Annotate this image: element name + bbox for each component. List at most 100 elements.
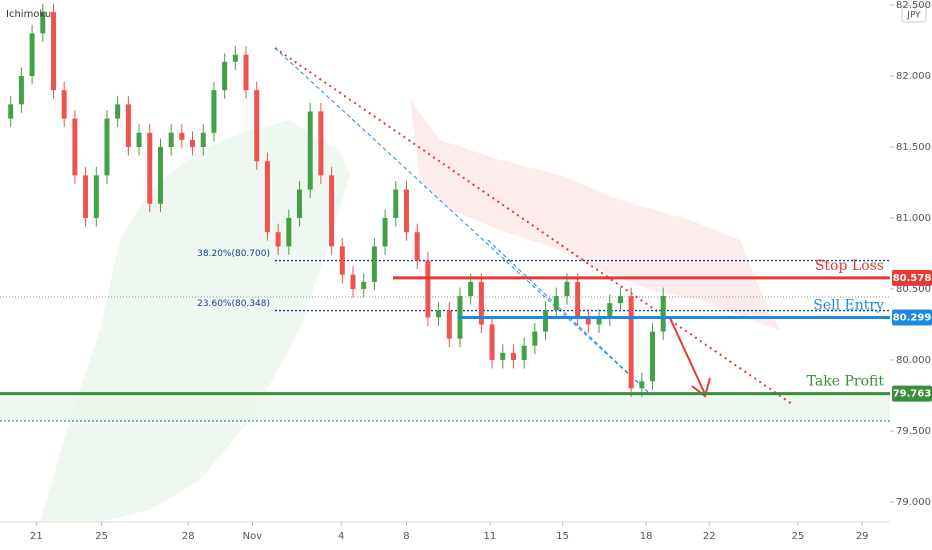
candle-body [403,189,409,233]
arrow-head [691,377,711,398]
candle-body [414,232,420,261]
candle-body [425,260,431,318]
candle-body [607,303,613,318]
x-tick-label: 8 [403,531,409,542]
take-profit-zone [0,395,890,421]
candle-body [72,118,78,176]
y-tick-label: 81.000 [896,213,931,224]
y-tick-label: 82.000 [896,71,931,82]
candle-body [83,175,89,218]
candle-body [639,381,645,389]
price-box: 80.578 [892,269,932,286]
candle-body [136,132,142,147]
price-box: 79.763 [892,385,932,402]
candle-body [382,217,388,247]
fib-label: 38.20%(80.700) [197,249,270,259]
x-tick-label: 18 [640,531,653,542]
x-tick-label: 25 [792,531,805,542]
x-tick-label: 21 [30,531,43,542]
x-tick-label: 29 [856,531,869,542]
level-name: Take Profit [807,374,885,390]
candle-body [339,246,345,275]
candle-body [222,61,228,91]
price-box-label: 80.578 [893,273,932,284]
candle-body [275,232,281,247]
candle-body [179,132,185,140]
candle-body [361,281,367,289]
x-tick-label: 15 [556,531,569,542]
candle-body [350,274,356,289]
candle-body [61,90,67,119]
candle-body [478,281,484,325]
candle-body [660,296,666,332]
x-tick-label: 25 [95,531,108,542]
trend-line [274,47,793,405]
candle-body [393,189,399,218]
channel-line [274,47,649,393]
candle-body [617,296,623,304]
candle-body [521,345,527,360]
y-tick-label: 79.000 [896,497,931,508]
candle-body [93,175,99,218]
price-box-label: 79.763 [893,389,932,400]
indicator-label: Ichimoku [6,9,51,20]
price-box-bg [892,309,932,326]
candle-body [500,352,506,360]
y-tick-label: 79.500 [896,426,931,437]
candle-body [115,104,121,119]
candle-body [50,12,56,91]
candle-body [650,331,656,382]
candle-body [329,175,335,247]
y-tick-label: 81.500 [896,142,931,153]
candle-body [585,317,591,325]
candle-body [436,310,442,318]
candle-body [575,281,581,318]
currency-box [901,5,927,23]
fib-label: 23.60%(80.348) [197,299,270,309]
candle-body [297,189,303,218]
y-tick-label: 80.500 [896,284,931,295]
candle-body [29,33,35,76]
level-name: Stop Loss [815,258,884,274]
x-tick-label: 4 [338,531,344,542]
candle-body [307,111,313,190]
channel-line [487,239,649,393]
candle-body [564,281,570,297]
candle-body [147,132,153,204]
candle-body [371,246,377,282]
candle-body [104,118,110,176]
candle-body [532,331,538,346]
candle-body [254,90,260,162]
candle-body [125,104,131,147]
candle-body [286,217,292,247]
y-tick-label: 82.500 [896,0,931,11]
candle-body [190,139,196,147]
candle-body [18,75,24,105]
level-name: Sell Entry [813,298,884,314]
x-tick-label: 28 [182,531,195,542]
plot-area: 38.20%(80.700) 23.60%(80.348) [8,3,890,397]
candle-body [489,324,495,360]
candle-body [200,132,206,147]
candle-body [543,310,549,332]
candle-body [628,296,634,389]
price-box-bg [892,269,932,286]
x-tick-label: 22 [703,531,716,542]
price-box-bg [892,385,932,402]
candle-body [168,132,174,147]
candle-body [232,54,238,62]
candle-body [468,281,474,297]
candle-body [211,90,217,133]
candle-body [596,317,602,325]
candle-body [446,310,452,339]
candle-body [318,111,324,176]
x-tick-label: Nov [243,531,263,542]
currency-label: JPY [906,11,921,21]
candle-body [8,104,14,119]
candle-body [157,146,163,204]
candle-body [553,296,559,311]
ichimoku-cloud-bear [410,100,780,330]
candle-body [243,54,249,91]
y-tick-label: 80.000 [896,355,931,366]
